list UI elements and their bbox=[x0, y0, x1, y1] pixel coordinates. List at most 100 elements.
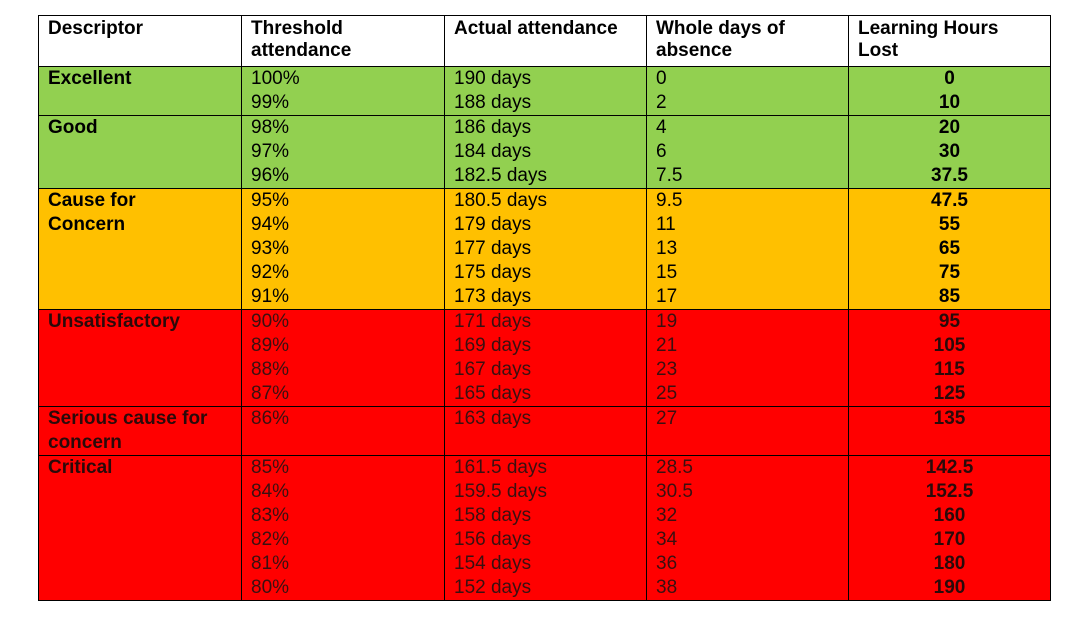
threshold-cell: 85% 84% 83% 82% 81% 80% bbox=[241, 455, 445, 601]
threshold-value: 91% bbox=[251, 286, 290, 307]
threshold-value: 95% bbox=[251, 190, 290, 211]
absence-days-value: 27 bbox=[656, 408, 678, 429]
threshold-cell: 86% bbox=[241, 406, 445, 456]
absence-days-value: 9.5 bbox=[656, 190, 683, 211]
threshold-cell: 100% 99% bbox=[241, 66, 445, 116]
header-actual-attendance: Actual attendance bbox=[444, 15, 647, 67]
table-row: Unsatisfactory 90% 89% 88% 87% 171 days 169 da… bbox=[38, 309, 1051, 407]
hours-lost-value: 180 bbox=[933, 553, 966, 574]
threshold-value: 82% bbox=[251, 529, 290, 550]
actual-attendance-value: 165 days bbox=[454, 383, 532, 404]
hours-lost-value: 65 bbox=[938, 238, 961, 259]
absence-days-value: 19 bbox=[656, 311, 678, 332]
absence-days-value: 23 bbox=[656, 359, 678, 380]
actual-attendance-value: 158 days bbox=[454, 505, 532, 526]
actual-attendance-value: 175 days bbox=[454, 262, 532, 283]
hours-lost-cell: 95 105 115 125 bbox=[848, 309, 1051, 407]
actual-attendance-value: 188 days bbox=[454, 92, 532, 113]
threshold-value: 96% bbox=[251, 165, 290, 186]
actual-attendance-value: 173 days bbox=[454, 286, 532, 307]
threshold-value: 97% bbox=[251, 141, 290, 162]
absence-days-cell: 19 21 23 25 bbox=[646, 309, 849, 407]
header-whole-days-absence: Whole days of absence bbox=[646, 15, 849, 67]
absence-days-value: 13 bbox=[656, 238, 678, 259]
hours-lost-value: 55 bbox=[938, 214, 961, 235]
actual-attendance-value: 159.5 days bbox=[454, 481, 547, 502]
absence-days-value: 17 bbox=[656, 286, 678, 307]
absence-days-value: 15 bbox=[656, 262, 678, 283]
threshold-value: 94% bbox=[251, 214, 290, 235]
hours-lost-value: 160 bbox=[933, 505, 966, 526]
hours-lost-value: 37.5 bbox=[931, 165, 968, 186]
descriptor-cell: Critical bbox=[38, 455, 242, 601]
actual-attendance-cell: 161.5 days 159.5 days 158 days 156 days 154 … bbox=[444, 455, 647, 601]
hours-lost-value: 10 bbox=[938, 92, 961, 113]
absence-days-value: 11 bbox=[656, 214, 676, 235]
threshold-value: 84% bbox=[251, 481, 290, 502]
absence-days-value: 36 bbox=[656, 553, 678, 574]
threshold-value: 80% bbox=[251, 577, 290, 598]
hours-lost-value: 20 bbox=[938, 117, 961, 138]
descriptor-cell: Excellent bbox=[38, 66, 242, 116]
actual-attendance-value: 171 days bbox=[454, 311, 532, 332]
actual-attendance-value: 169 days bbox=[454, 335, 532, 356]
threshold-value: 100% bbox=[251, 68, 300, 89]
absence-days-cell: 4 6 7.5 bbox=[646, 115, 849, 189]
absence-days-cell: 27 bbox=[646, 406, 849, 456]
actual-attendance-value: 152 days bbox=[454, 577, 532, 598]
absence-days-value: 2 bbox=[656, 92, 667, 113]
threshold-value: 83% bbox=[251, 505, 290, 526]
absence-days-value: 7.5 bbox=[656, 165, 683, 186]
threshold-value: 88% bbox=[251, 359, 290, 380]
absence-days-value: 21 bbox=[656, 335, 678, 356]
header-learning-hours-lost: Learning Hours Lost bbox=[848, 15, 1051, 67]
absence-days-cell: 28.5 30.5 32 34 36 38 bbox=[646, 455, 849, 601]
descriptor-cell: Cause for Concern bbox=[38, 188, 242, 310]
threshold-value: 85% bbox=[251, 457, 290, 478]
actual-attendance-value: 182.5 days bbox=[454, 165, 547, 186]
threshold-value: 98% bbox=[251, 117, 290, 138]
actual-attendance-value: 161.5 days bbox=[454, 457, 547, 478]
actual-attendance-value: 163 days bbox=[454, 408, 532, 429]
actual-attendance-cell: 190 days 188 days bbox=[444, 66, 647, 116]
actual-attendance-value: 167 days bbox=[454, 359, 532, 380]
threshold-value: 89% bbox=[251, 335, 290, 356]
threshold-value: 87% bbox=[251, 383, 290, 404]
hours-lost-value: 125 bbox=[933, 383, 966, 404]
threshold-value: 92% bbox=[251, 262, 290, 283]
hours-lost-value: 47.5 bbox=[931, 190, 968, 211]
descriptor-cell: Unsatisfactory bbox=[38, 309, 242, 407]
descriptor-cell: Serious cause for concern bbox=[38, 406, 242, 456]
header-row: Descriptor Threshold attendance Actual a… bbox=[38, 15, 1051, 67]
absence-days-value: 25 bbox=[656, 383, 678, 404]
actual-attendance-value: 190 days bbox=[454, 68, 532, 89]
absence-days-value: 6 bbox=[656, 141, 667, 162]
hours-lost-value: 170 bbox=[933, 529, 966, 550]
absence-days-value: 32 bbox=[656, 505, 678, 526]
actual-attendance-value: 186 days bbox=[454, 117, 532, 138]
hours-lost-cell: 135 bbox=[848, 406, 1051, 456]
absence-days-value: 38 bbox=[656, 577, 678, 598]
actual-attendance-value: 180.5 days bbox=[454, 190, 547, 211]
hours-lost-value: 0 bbox=[944, 68, 955, 89]
hours-lost-cell: 47.5 55 65 75 85 bbox=[848, 188, 1051, 310]
actual-attendance-value: 184 days bbox=[454, 141, 532, 162]
table-row: Cause for Concern 95% 94% 93% 92% 91% 180.5 da… bbox=[38, 188, 1051, 310]
table-header: Descriptor Threshold attendance Actual a… bbox=[38, 15, 1051, 67]
actual-attendance-value: 154 days bbox=[454, 553, 532, 574]
table-row: Critical 85% 84% 83% 82% 81% 80% 161.5 days 159.… bbox=[38, 455, 1051, 601]
hours-lost-cell: 0 10 bbox=[848, 66, 1051, 116]
hours-lost-cell: 142.5 152.5 160 170 180 190 bbox=[848, 455, 1051, 601]
actual-attendance-cell: 163 days bbox=[444, 406, 647, 456]
descriptor-cell: Good bbox=[38, 115, 242, 189]
absence-days-value: 28.5 bbox=[656, 457, 693, 478]
hours-lost-value: 142.5 bbox=[925, 457, 974, 478]
hours-lost-value: 95 bbox=[938, 311, 961, 332]
hours-lost-value: 30 bbox=[938, 141, 961, 162]
hours-lost-cell: 20 30 37.5 bbox=[848, 115, 1051, 189]
threshold-value: 99% bbox=[251, 92, 290, 113]
hours-lost-value: 85 bbox=[938, 286, 961, 307]
absence-days-value: 0 bbox=[656, 68, 667, 89]
actual-attendance-value: 179 days bbox=[454, 214, 532, 235]
